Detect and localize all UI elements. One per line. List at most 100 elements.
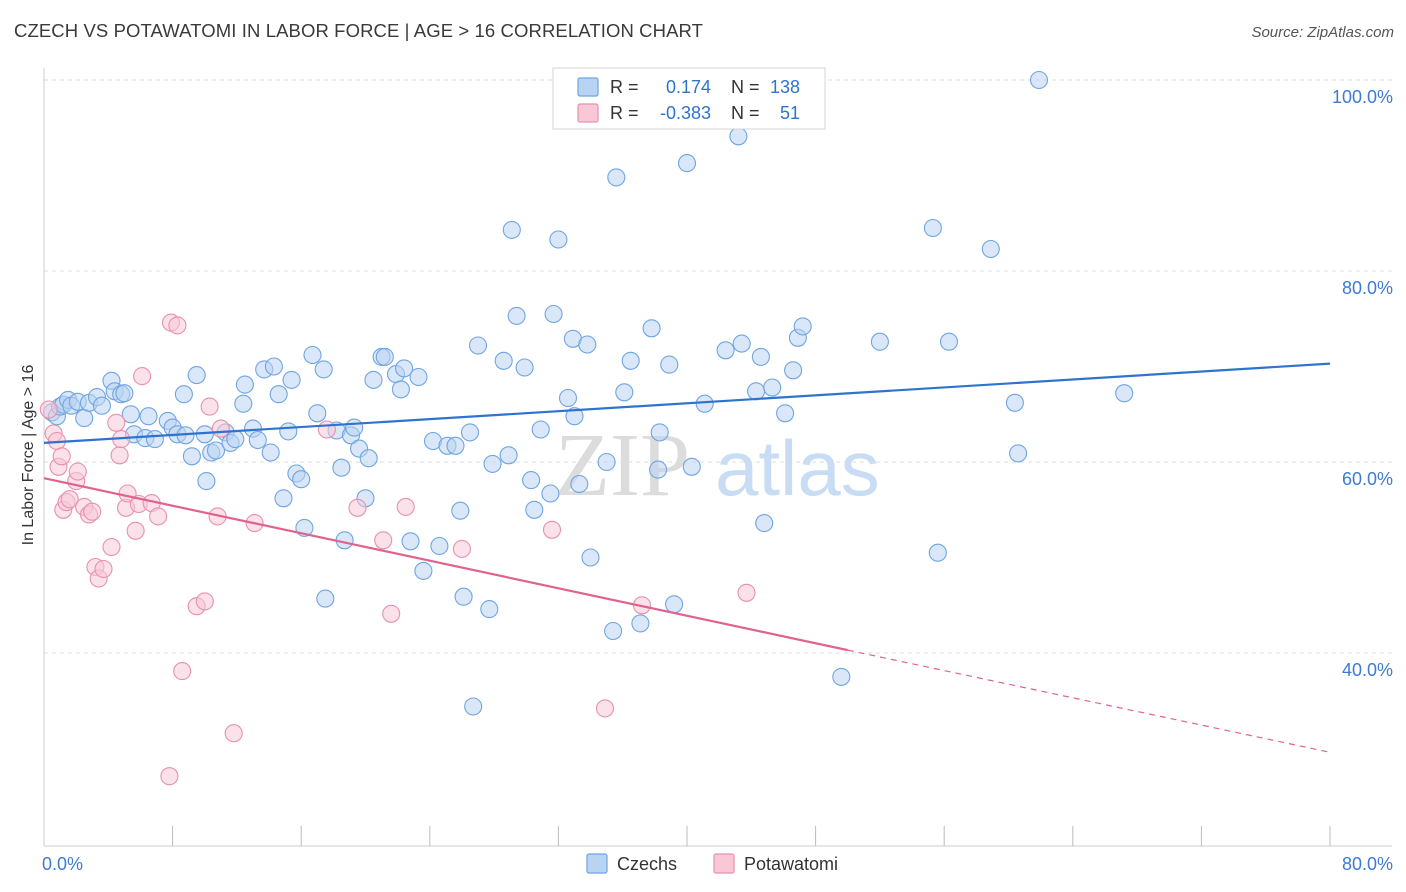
- czechs-point: [923, 218, 942, 238]
- czechs-point: [464, 697, 483, 716]
- czechs-point: [549, 230, 568, 249]
- czechs-point: [615, 383, 634, 402]
- czechs-point: [248, 430, 267, 450]
- czechs-point: [597, 452, 616, 472]
- czechs-point: [621, 351, 640, 370]
- potawatomi-point: [83, 502, 102, 521]
- potawatomi-point: [110, 446, 129, 465]
- stats-n-label-1: N =: [731, 77, 760, 97]
- czechs-trend-line: [43, 362, 1331, 444]
- czechs-point: [494, 351, 513, 370]
- czechs-point: [541, 484, 560, 503]
- czechs-point: [649, 460, 668, 479]
- czechs-point: [578, 335, 597, 354]
- potawatomi-point: [595, 699, 615, 718]
- y-tick-label: 100.0%: [1332, 87, 1393, 107]
- potawatomi-point: [60, 490, 79, 509]
- czechs-point: [182, 447, 201, 466]
- czechs-point: [401, 532, 420, 551]
- czechs-point: [642, 319, 661, 338]
- potawatomi-point: [173, 662, 192, 681]
- potawatomi-point: [149, 507, 168, 526]
- czechs-point: [695, 394, 714, 413]
- czechs-point: [197, 472, 216, 491]
- potawatomi-point: [348, 498, 367, 517]
- czechs-point: [451, 501, 470, 520]
- potawatomi-point: [39, 400, 58, 419]
- stats-n-value-1: 138: [770, 77, 800, 97]
- watermark-atlas: atlas: [715, 424, 880, 512]
- czechs-point: [468, 336, 488, 355]
- czechs-point: [981, 239, 1000, 259]
- czechs-point: [763, 378, 782, 397]
- czechs-point: [139, 407, 158, 426]
- legend-swatch-potawatomi: [713, 853, 735, 874]
- czechs-point: [414, 561, 433, 580]
- czechs-point: [480, 600, 499, 619]
- czechs-point: [375, 347, 394, 366]
- czechs-point: [364, 370, 383, 389]
- czechs-point: [269, 385, 288, 404]
- stats-n-value-2: 51: [780, 103, 800, 123]
- y-tick-label: 60.0%: [1342, 469, 1393, 489]
- czechs-point: [446, 436, 465, 455]
- czechs-point: [928, 543, 947, 562]
- legend: Czechs Potawatomi: [586, 853, 838, 874]
- potawatomi-trend-line: [43, 477, 848, 652]
- czechs-point: [747, 382, 766, 401]
- potawatomi-point: [374, 531, 393, 550]
- chart-title: CZECH VS POTAWATOMI IN LABOR FORCE | AGE…: [14, 20, 704, 41]
- legend-label-czechs: Czechs: [617, 854, 677, 874]
- source-credit: Source: ZipAtlas.com: [1251, 24, 1394, 41]
- czechs-point: [650, 423, 669, 442]
- potawatomi-point: [224, 724, 243, 743]
- czechs-point: [279, 422, 298, 441]
- points-layer: [39, 70, 1134, 786]
- czechs-point: [316, 589, 335, 608]
- czechs-point: [660, 355, 679, 374]
- czechs-point: [1029, 70, 1049, 90]
- czechs-point: [206, 441, 226, 460]
- czechs-point: [1115, 384, 1134, 403]
- czechs-point: [115, 384, 134, 403]
- stats-r-label-1: R =: [610, 77, 639, 97]
- legend-label-potawatomi: Potawatomi: [744, 854, 838, 874]
- czechs-point: [226, 430, 245, 449]
- czechs-point: [235, 375, 254, 394]
- czechs-point: [515, 358, 534, 377]
- trend-layer: [43, 362, 1331, 753]
- czechs-point: [460, 423, 480, 442]
- czechs-point: [793, 317, 812, 336]
- czechs-point: [1005, 393, 1024, 412]
- potawatomi-point: [542, 520, 562, 539]
- stats-box: R = 0.174 N = 138 R = -0.383 N = 51: [552, 67, 826, 130]
- potawatomi-point: [737, 583, 756, 602]
- czechs-point: [121, 405, 140, 424]
- czechs-point: [308, 404, 327, 423]
- watermark-zip: ZIP: [555, 416, 690, 515]
- czechs-point: [776, 404, 795, 423]
- czechs-point: [303, 345, 322, 365]
- stats-r-label-2: R =: [610, 103, 639, 123]
- czechs-point: [558, 388, 578, 408]
- czechs-point: [682, 457, 701, 476]
- czechs-point: [832, 667, 851, 686]
- czechs-point: [187, 366, 206, 385]
- czechs-point: [531, 420, 550, 439]
- potawatomi-point: [211, 419, 230, 438]
- potawatomi-trend-extension: [847, 649, 1331, 753]
- czechs-point: [359, 449, 378, 468]
- x-tick-label-min: 0.0%: [42, 854, 83, 874]
- czechs-point: [729, 127, 748, 146]
- stats-swatch-czechs: [577, 77, 599, 97]
- czechs-point: [174, 385, 193, 404]
- czechs-point: [755, 514, 774, 533]
- czechs-point: [430, 536, 449, 556]
- czechs-point: [732, 334, 751, 353]
- stats-n-label-2: N =: [731, 103, 760, 123]
- y-tick-label: 40.0%: [1342, 660, 1393, 680]
- potawatomi-point: [382, 604, 401, 623]
- czechs-point: [939, 332, 959, 351]
- potawatomi-point: [68, 462, 87, 481]
